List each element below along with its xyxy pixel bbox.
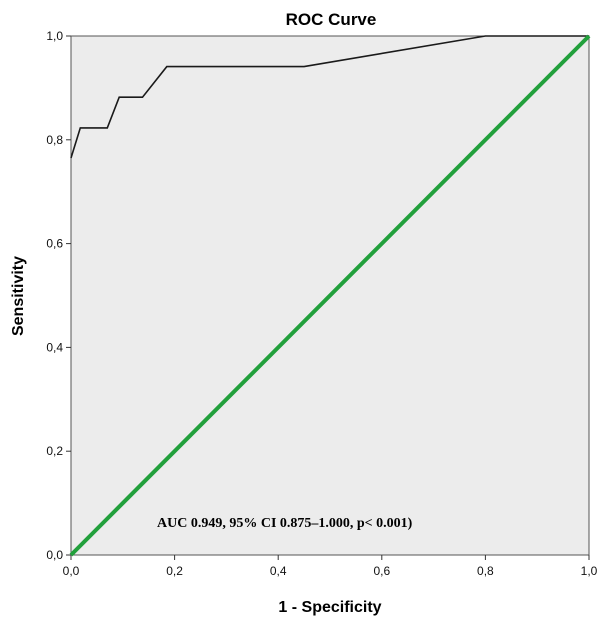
x-tick-label: 0,6 [373, 564, 390, 578]
y-tick-label: 0,4 [46, 340, 63, 354]
x-axis-title: 1 - Specificity [278, 599, 381, 616]
y-axis-ticks: 0,0 0,2 0,4 0,6 0,8 1,0 [46, 29, 71, 562]
x-tick-label: 0,4 [270, 564, 287, 578]
y-tick-label: 0,0 [46, 548, 63, 562]
y-axis-title: Sensitivity [10, 256, 27, 336]
reference-diagonal-line [69, 34, 591, 557]
y-tick-label: 0,6 [46, 237, 63, 251]
x-tick-label: 1,0 [581, 564, 598, 578]
x-tick-label: 0,8 [477, 564, 494, 578]
y-tick-label: 0,8 [46, 133, 63, 147]
y-tick-label: 1,0 [46, 29, 63, 43]
x-tick-label: 0,0 [63, 564, 80, 578]
series-layer [69, 34, 591, 557]
auc-annotation: AUC 0.949, 95% CI 0.875–1.000, p< 0.001) [157, 516, 413, 531]
chart-title: ROC Curve [286, 10, 377, 29]
y-tick-label: 0,2 [46, 444, 63, 458]
x-axis-ticks: 0,0 0,2 0,4 0,6 0,8 1,0 [63, 555, 598, 578]
roc-curve-line [70, 35, 589, 159]
x-tick-label: 0,2 [166, 564, 183, 578]
